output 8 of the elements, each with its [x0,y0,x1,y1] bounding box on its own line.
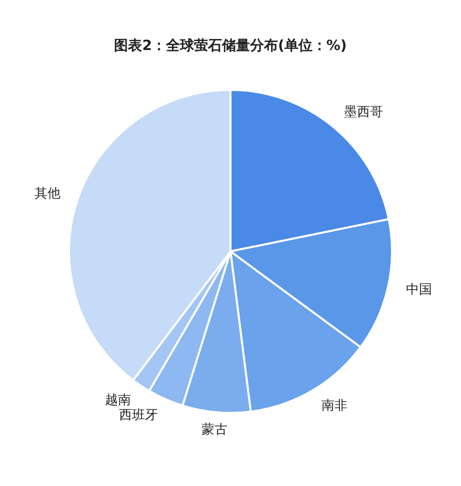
slice-label: 其他 [34,186,60,202]
slice-label: 蒙古 [202,422,228,438]
slice-label: 墨西哥 [344,104,384,120]
slice-label: 中国 [406,282,432,298]
slice-label: 西班牙 [119,408,158,424]
slice-label: 越南 [105,393,132,408]
chart-title: 图表2：全球萤石储量分布(单位：%) [114,38,347,54]
slice-label: 南非 [321,398,348,414]
